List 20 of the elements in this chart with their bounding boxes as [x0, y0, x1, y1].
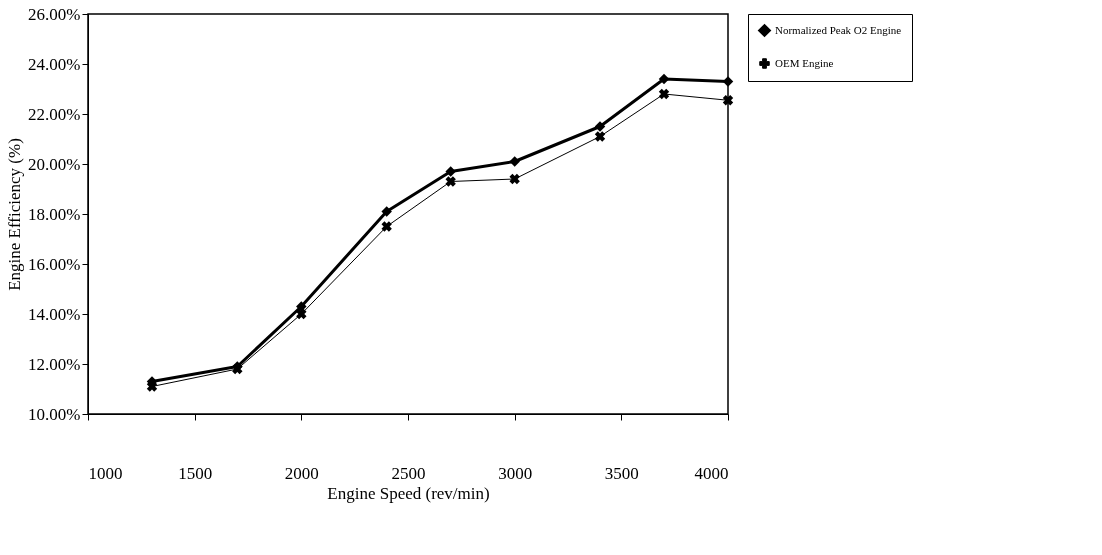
x-tick-label: 4000 — [694, 463, 729, 483]
y-tick-label: 18.00% — [28, 204, 81, 224]
x-tick-label: 2000 — [284, 463, 319, 483]
x-tick-label: 2500 — [391, 463, 426, 483]
y-tick-label: 20.00% — [28, 154, 81, 174]
x-tick-label: 1500 — [178, 463, 213, 483]
x-tick-label: 3000 — [498, 463, 533, 483]
legend-label: Normalized Peak O2 Engine — [775, 23, 902, 36]
y-tick-label: 14.00% — [28, 304, 81, 324]
y-axis-title: Engine Efficiency (%) — [5, 138, 25, 291]
y-tick-label: 12.00% — [28, 354, 81, 374]
y-tick-label: 26.00% — [28, 4, 81, 24]
x-axis-title: Engine Speed (rev/min) — [327, 483, 490, 503]
y-tick-label: 24.00% — [28, 54, 81, 74]
y-tick-label: 10.00% — [28, 404, 81, 424]
y-tick-label: 16.00% — [28, 254, 81, 274]
y-tick-label: 22.00% — [28, 104, 81, 124]
x-tick-label: 1000 — [88, 463, 123, 483]
x-tick-label: 3500 — [604, 463, 639, 483]
legend-label: OEM Engine — [775, 56, 834, 69]
